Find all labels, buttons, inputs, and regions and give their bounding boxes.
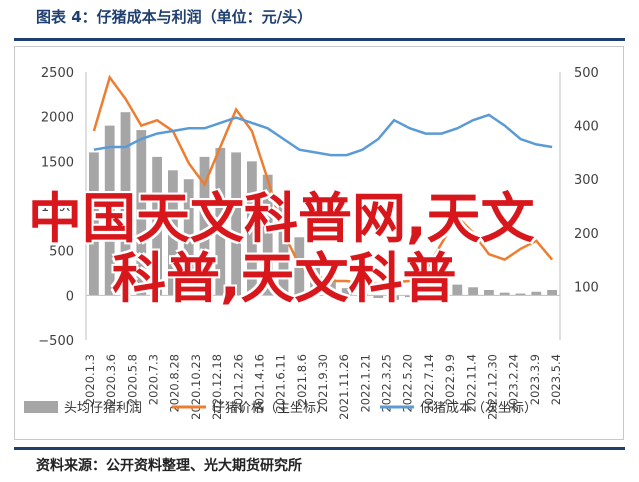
legend-swatch-profit [24, 401, 58, 413]
profit-bar [215, 147, 226, 296]
x-tick-label: 2022.11.4 [464, 354, 478, 413]
profit-bar [341, 288, 352, 296]
x-tick-label: 2021.6.11 [274, 354, 288, 413]
profit-bar [499, 292, 510, 296]
profit-bar [405, 295, 415, 298]
left-tick-label: 500 [49, 245, 74, 260]
x-tick-label: 2020.3.6 [104, 354, 118, 405]
chart-title: 图表 4：仔猪成本与利润（单位：元/头） [36, 8, 313, 26]
profit-bar [373, 295, 384, 299]
x-tick-label: 2022.5.20 [401, 354, 415, 413]
profit-bar [152, 156, 162, 296]
x-tick-label: 2022.12.30 [485, 354, 499, 420]
x-tick-label: 2022.1.21 [358, 354, 372, 413]
left-tick-label: 0 [66, 289, 74, 304]
legend-label-price: 仔猪价格（主坐标） [212, 400, 329, 416]
profit-bar [452, 284, 463, 296]
title-rule [14, 38, 625, 41]
x-tick-label: 2020.10.23 [189, 354, 203, 420]
profit-bar [547, 289, 557, 296]
legend: 头均仔猪利润 仔猪价格（主坐标） 仔猪成本（次坐标） [24, 400, 537, 416]
x-tick-label: 2020.5.8 [125, 354, 139, 405]
price-line [92, 74, 554, 285]
profit-bar [468, 287, 478, 296]
left-tick-labels: −500 0 500 1000 1500 2000 2500 [38, 66, 74, 349]
left-tick-label: 2000 [41, 111, 74, 126]
profit-bar [278, 206, 289, 296]
profit-bar [484, 289, 494, 296]
x-tick-label: 2020.8.28 [168, 354, 182, 413]
x-tick-label: 2022.9.9 [443, 354, 457, 405]
left-tick-label: 2500 [41, 66, 74, 81]
x-tick-label: 2021.11.26 [337, 354, 351, 420]
x-tick-label: 2020.1.3 [83, 354, 97, 405]
profit-bar [89, 152, 99, 296]
profit-bar [104, 125, 115, 296]
profit-bar [357, 293, 368, 296]
x-tick-label: 2021.8.6 [295, 354, 309, 405]
profit-bar [310, 264, 320, 296]
profit-bar [436, 288, 447, 296]
profit-bar [168, 170, 178, 296]
profit-bar [247, 161, 257, 296]
profit-bar [183, 179, 194, 296]
right-tick-label: 400 [574, 120, 599, 135]
footer-rule [14, 447, 625, 450]
right-tick-label: 300 [574, 173, 599, 188]
profit-bar [531, 291, 542, 296]
profit-bar [262, 174, 273, 296]
profit-bar [389, 295, 399, 300]
chart-frame [14, 46, 624, 440]
x-tick-label: 2022.7.14 [422, 354, 436, 413]
profit-bar [420, 292, 431, 296]
x-tick-labels: 2020.1.3 2020.3.6 2020.5.8 2020.7.3 2020.8.2… [83, 354, 563, 420]
source-note: 资料来源：公开资料整理、光大期货研究所 [36, 458, 302, 474]
profit-bar [199, 156, 210, 296]
profit-bar [231, 152, 241, 296]
x-tick-label: 2020.12.18 [210, 354, 224, 420]
profit-bar [326, 279, 336, 296]
x-tick-label: 2023.5.4 [549, 354, 563, 405]
x-tick-label: 2021.4.16 [252, 354, 266, 413]
legend-label-profit: 头均仔猪利润 [64, 401, 142, 416]
x-tick-label: 2021.9.30 [316, 354, 330, 413]
cost-line [93, 113, 553, 157]
x-tick-label: 2023.2.24 [507, 354, 521, 413]
legend-label-cost: 仔猪成本（次坐标） [420, 400, 537, 416]
profit-bar [136, 130, 147, 296]
right-tick-label: 100 [574, 280, 599, 295]
left-tick-label: 1500 [41, 155, 74, 170]
x-tick-label: 2020.7.3 [147, 354, 161, 405]
x-tick-label: 2022.3.25 [380, 354, 394, 413]
right-tick-labels: 100 200 300 400 500 [574, 66, 599, 295]
bar-series-group [89, 112, 557, 300]
profit-bar [515, 293, 526, 296]
left-tick-label: −500 [38, 334, 74, 349]
x-tick-label: 2021.2.26 [231, 354, 245, 413]
left-tick-label: 1000 [41, 200, 74, 215]
right-tick-label: 200 [574, 227, 599, 242]
profit-bar [120, 112, 131, 296]
right-tick-label: 500 [574, 66, 599, 81]
x-tick-label: 2023.3.9 [528, 354, 542, 405]
